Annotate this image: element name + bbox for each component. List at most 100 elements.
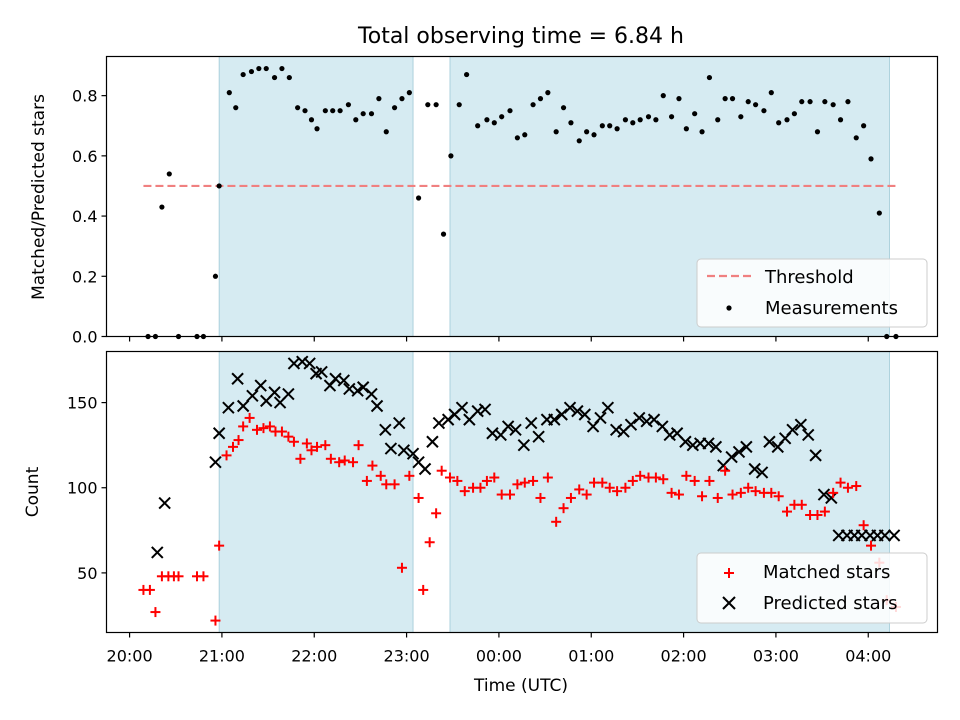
matched-star-point — [444, 472, 455, 483]
measurement-point — [692, 111, 698, 117]
matched-star-point — [367, 460, 378, 471]
threshold-legend-label: Threshold — [764, 267, 854, 288]
measurement-point — [286, 74, 292, 81]
matched-star-point — [489, 472, 500, 483]
matched-star-point — [612, 486, 623, 497]
measurement-point — [391, 105, 398, 111]
measurement-point — [456, 102, 462, 108]
predicted-star-point — [517, 438, 531, 452]
measurement-point — [776, 120, 782, 126]
measurement-point — [295, 105, 301, 111]
measurement-point — [399, 96, 405, 102]
matched-star-point — [312, 441, 323, 452]
measurement-point — [676, 96, 682, 102]
measurement-point — [699, 129, 705, 135]
measurement-point — [576, 138, 582, 144]
measurement-point — [853, 135, 859, 141]
matched-star-point — [144, 584, 155, 595]
measurement-point — [376, 96, 382, 102]
measurement-point — [729, 96, 736, 102]
predicted-star-point — [222, 401, 235, 414]
predicted-star-point — [397, 444, 411, 457]
matched-star-point — [418, 584, 429, 595]
matched-star-point — [574, 484, 585, 495]
bottom-legend-box — [696, 552, 928, 624]
measurement-point — [279, 65, 285, 72]
matched-star-point — [436, 465, 447, 476]
predicted-star-point — [525, 416, 538, 430]
measurement-point — [360, 111, 366, 117]
predicted-star-point — [563, 401, 577, 414]
measurement-point — [491, 120, 497, 126]
matched-star-point — [320, 440, 331, 451]
top-observing-window — [218, 56, 414, 337]
predicted-star-point — [887, 529, 901, 542]
xtick-label: 22:00 — [291, 647, 337, 666]
matched-star-point — [796, 499, 807, 510]
predicted-star-point — [532, 430, 545, 443]
measurement-point — [406, 90, 412, 96]
measurement-point — [514, 135, 520, 141]
matched-star-point — [635, 470, 646, 481]
matched-star-point — [431, 508, 442, 519]
matched-star-point — [704, 475, 715, 486]
predicted-star-point — [236, 399, 250, 413]
top-legend-box — [696, 258, 928, 328]
measurement-point — [322, 108, 328, 114]
matched-star-point — [604, 482, 615, 493]
measurement-point — [353, 117, 359, 123]
predicted-star-point — [254, 379, 267, 392]
measurement-point — [314, 126, 320, 132]
measurement-point — [753, 102, 759, 108]
matched-star-point — [306, 445, 317, 456]
matched-star-point — [519, 477, 530, 488]
measurement-point — [807, 99, 813, 105]
matched-star-point — [743, 482, 754, 493]
matched-star-point — [424, 537, 435, 548]
matched-star-point — [504, 489, 515, 500]
matched-star-point — [727, 489, 738, 500]
measurement-point — [330, 108, 336, 114]
matched-star-point — [348, 457, 359, 468]
measurement-point — [706, 74, 713, 81]
matched-star-point — [620, 482, 631, 493]
measurement-point — [448, 153, 454, 159]
measurement-point — [530, 102, 536, 108]
measurement-point — [845, 99, 851, 105]
predicted-star-point — [732, 445, 746, 459]
x-axis-label: Time (UTC) — [473, 676, 568, 696]
predicted-star-point — [663, 428, 676, 442]
xtick-label: 20:00 — [107, 647, 153, 666]
matched-star-point — [581, 489, 592, 500]
matched-star-point — [766, 487, 777, 498]
predicted-star-point — [432, 416, 446, 430]
matched-star-point — [650, 472, 661, 483]
matched-star-point — [735, 487, 746, 498]
measurement-point — [683, 126, 689, 132]
measurement-point — [668, 114, 675, 120]
bottom-ytick-label: 150 — [67, 394, 98, 413]
measurement-point — [622, 117, 629, 123]
predicted-star-point — [878, 529, 892, 542]
matched-legend-marker — [724, 568, 734, 578]
measurement-point — [584, 129, 590, 135]
matched-legend-label: Matched stars — [763, 562, 890, 583]
measurement-point — [337, 108, 343, 114]
measurement-point — [822, 99, 828, 105]
matched-star-point — [353, 440, 364, 451]
predicted-star-point — [578, 408, 591, 421]
bottom-legend: Matched stars Predicted stars — [696, 552, 928, 624]
predicted-star-point — [825, 491, 838, 505]
matched-star-point — [697, 491, 708, 502]
matched-star-point — [233, 435, 244, 446]
predicted-legend-marker — [722, 596, 736, 610]
predicted-star-point — [303, 357, 316, 370]
measurement-point — [637, 117, 643, 123]
measurements-legend-marker — [726, 305, 732, 311]
measurement-point — [715, 117, 721, 123]
matched-star-point — [276, 426, 287, 437]
measurement-point — [248, 68, 255, 75]
predicted-star-point — [786, 423, 799, 437]
top-panel: 0.00.20.40.60.8 Matched/Predicted stars … — [29, 55, 939, 347]
